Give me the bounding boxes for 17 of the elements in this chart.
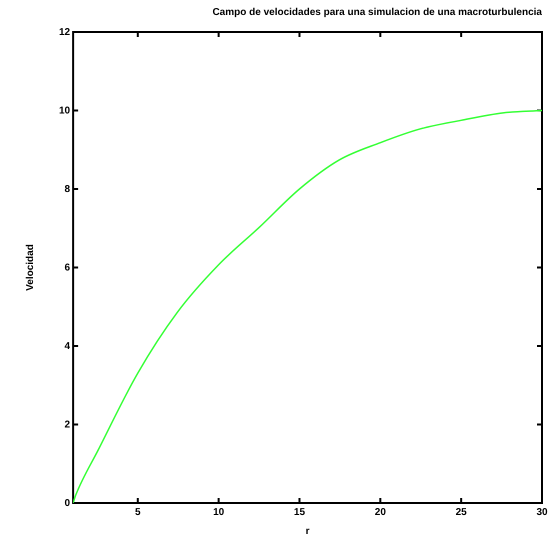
x-tick-label: 10 [213, 506, 225, 518]
y-tick-label: 10 [59, 105, 71, 116]
y-tick-label: 12 [59, 26, 71, 38]
x-tick-label: 15 [294, 506, 306, 518]
y-tick-label: 2 [64, 419, 71, 430]
x-tick-label: 20 [374, 506, 386, 518]
x-tick-label: 25 [456, 506, 468, 518]
x-tick-label: 30 [536, 506, 548, 518]
y-axis-title: Velocidad [24, 244, 36, 291]
chart-title: Campo de velocidades para una simulacion de una macroturbulencia [212, 6, 542, 18]
y-tick-label: 4 [64, 340, 71, 352]
y-tick-label: 8 [64, 184, 71, 195]
y-tick-label: 6 [64, 262, 71, 274]
line-series [73, 110, 542, 503]
x-axis-title: r [306, 526, 310, 537]
x-tick-label: 5 [135, 506, 142, 518]
y-tick-label: 0 [64, 498, 71, 509]
